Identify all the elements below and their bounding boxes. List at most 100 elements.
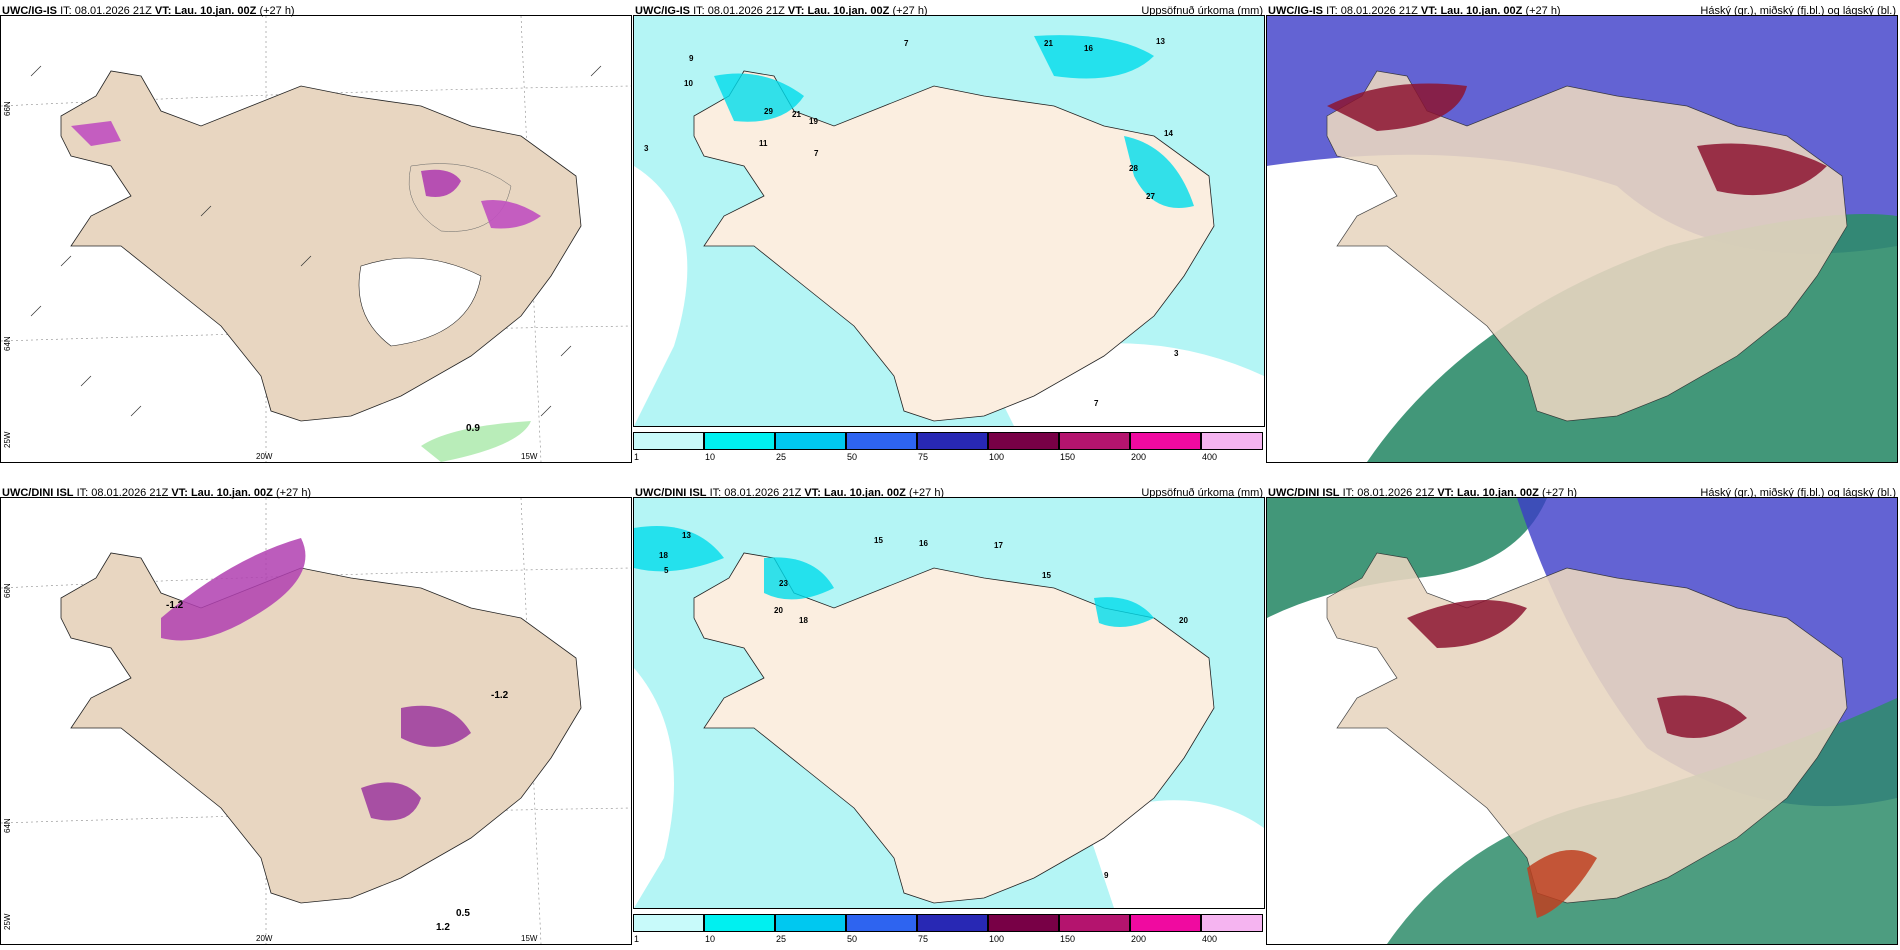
svg-text:9: 9 [1104, 871, 1109, 880]
svg-text:3: 3 [644, 144, 649, 153]
svg-text:18: 18 [659, 551, 668, 560]
model-name: UWC/IG-IS [635, 5, 690, 17]
svg-text:11: 11 [759, 139, 768, 148]
legend-label: 200 [1131, 452, 1147, 462]
lon-label-25w: 25W [3, 913, 12, 930]
svg-text:0.5: 0.5 [456, 908, 470, 919]
svg-text:28: 28 [1129, 164, 1138, 173]
it-label: IT: [60, 5, 72, 17]
panel-header: UWC/IG-IS IT: 08.01.2026 21Z VT: Lau. 10… [633, 0, 1265, 22]
lead-time: (+27 h) [259, 5, 295, 17]
svg-text:15: 15 [874, 536, 883, 545]
svg-text:20: 20 [1179, 616, 1188, 625]
precip-legend: 1 10 25 50 75 100 150 200 400 [633, 914, 1265, 944]
legend-label: 50 [847, 934, 858, 944]
lat-label-64n: 64N [3, 818, 12, 833]
panel-header: UWC/DINI ISL IT: 08.01.2026 21Z VT: Lau.… [633, 482, 1265, 504]
legend-label: 1 [634, 452, 640, 462]
legend-label: 1 [634, 934, 640, 944]
init-time: 08.01.2026 21Z [724, 487, 802, 499]
svg-text:27: 27 [1146, 192, 1155, 201]
it-label: IT: [693, 5, 705, 17]
legend-label: 150 [1060, 452, 1076, 462]
panel-title: Háský (gr.), miðský (fj.bl.) og lágský (… [1700, 487, 1896, 499]
panel-wind-top: UWC/IG-IS IT: 08.01.2026 21Z VT: Lau. 10… [0, 0, 632, 463]
it-label: IT: [76, 487, 89, 499]
map-wind[interactable]: 0.9 20W 15W 66N 64N 25W [0, 15, 632, 463]
svg-text:15: 15 [1042, 571, 1051, 580]
legend-label: 50 [847, 452, 858, 462]
it-label: IT: [1342, 487, 1355, 499]
iceland-landmass [693, 552, 1215, 904]
panel-title: Háský (gr.), miðský (fj.bl.) og lágský (… [1700, 5, 1896, 17]
vt-label: VT: [171, 487, 188, 499]
it-label: IT: [709, 487, 722, 499]
legend-label: 100 [989, 934, 1005, 944]
map-precip[interactable]: 9 10 3 29 21 19 11 7 7 21 16 13 28 27 14 3 7 [633, 15, 1265, 427]
svg-text:7: 7 [904, 39, 909, 48]
valid-time: Lau. 10.jan. 00Z [1456, 487, 1539, 499]
it-label: IT: [1326, 5, 1338, 17]
svg-text:13: 13 [682, 531, 691, 540]
valid-time: Lau. 10.jan. 00Z [190, 487, 273, 499]
lat-label-64n: 64N [3, 336, 12, 351]
valid-time: Lau. 10.jan. 00Z [1440, 5, 1523, 17]
svg-text:13: 13 [1156, 37, 1165, 46]
panel-precip-top: UWC/IG-IS IT: 08.01.2026 21Z VT: Lau. 10… [633, 0, 1265, 462]
svg-text:-1.2: -1.2 [491, 690, 509, 701]
init-time: 08.01.2026 21Z [707, 5, 785, 17]
legend-label: 100 [989, 452, 1005, 462]
lon-label-15w: 15W [521, 452, 538, 461]
panel-header: UWC/DINI ISL IT: 08.01.2026 21Z VT: Lau.… [1266, 482, 1898, 504]
init-time: 08.01.2026 21Z [91, 487, 169, 499]
svg-text:16: 16 [919, 539, 928, 548]
lat-label-66n: 66N [3, 101, 12, 116]
precip-legend: 1 10 25 50 75 100 150 200 400 [633, 432, 1265, 462]
lon-label-20w: 20W [256, 452, 273, 461]
lead-time: (+27 h) [892, 5, 928, 17]
svg-text:7: 7 [1094, 399, 1099, 408]
svg-text:5: 5 [664, 566, 669, 575]
svg-text:29: 29 [764, 107, 773, 116]
lon-label-20w: 20W [256, 934, 273, 943]
model-name: UWC/DINI ISL [2, 487, 74, 499]
panel-header: UWC/IG-IS IT: 08.01.2026 21Z VT: Lau. 10… [0, 0, 632, 22]
annotation-value: 0.9 [466, 423, 480, 434]
lon-label-25w: 25W [3, 431, 12, 448]
vt-label: VT: [1420, 5, 1438, 17]
legend-label: 200 [1131, 934, 1147, 944]
vt-label: VT: [1437, 487, 1454, 499]
svg-text:23: 23 [779, 579, 788, 588]
vt-label: VT: [787, 5, 805, 17]
valid-time: Lau. 10.jan. 00Z [823, 487, 906, 499]
vt-label: VT: [804, 487, 821, 499]
map-precip[interactable]: 13 18 5 23 20 18 15 16 17 15 20 9 [633, 497, 1265, 909]
valid-time: Lau. 10.jan. 00Z [807, 5, 890, 17]
map-clouds[interactable] [1266, 15, 1898, 463]
svg-text:7: 7 [814, 149, 819, 158]
svg-text:10: 10 [684, 79, 693, 88]
panel-precip-bottom: UWC/DINI ISL IT: 08.01.2026 21Z VT: Lau.… [633, 482, 1265, 944]
svg-text:21: 21 [792, 110, 801, 119]
svg-text:9: 9 [689, 54, 694, 63]
model-name: UWC/DINI ISL [635, 487, 707, 499]
legend-label: 75 [918, 452, 929, 462]
vt-label: VT: [154, 5, 172, 17]
panel-header: UWC/IG-IS IT: 08.01.2026 21Z VT: Lau. 10… [1266, 0, 1898, 22]
svg-text:21: 21 [1044, 39, 1053, 48]
svg-text:16: 16 [1084, 44, 1093, 53]
legend-label: 25 [776, 452, 787, 462]
legend-label: 25 [776, 934, 787, 944]
model-name: UWC/IG-IS [1268, 5, 1323, 17]
svg-text:3: 3 [1174, 349, 1179, 358]
init-time: 08.01.2026 21Z [1340, 5, 1418, 17]
map-wind[interactable]: -1.2 -1.2 0.5 1.2 20W 15W 66N 64N 25W [0, 497, 632, 945]
panel-clouds-bottom: UWC/DINI ISL IT: 08.01.2026 21Z VT: Lau.… [1266, 482, 1898, 945]
svg-text:19: 19 [809, 117, 818, 126]
svg-text:17: 17 [994, 541, 1003, 550]
model-name: UWC/DINI ISL [1268, 487, 1340, 499]
lat-label-66n: 66N [3, 583, 12, 598]
map-clouds[interactable] [1266, 497, 1898, 945]
lead-time: (+27 h) [1525, 5, 1561, 17]
legend-label: 400 [1202, 934, 1218, 944]
